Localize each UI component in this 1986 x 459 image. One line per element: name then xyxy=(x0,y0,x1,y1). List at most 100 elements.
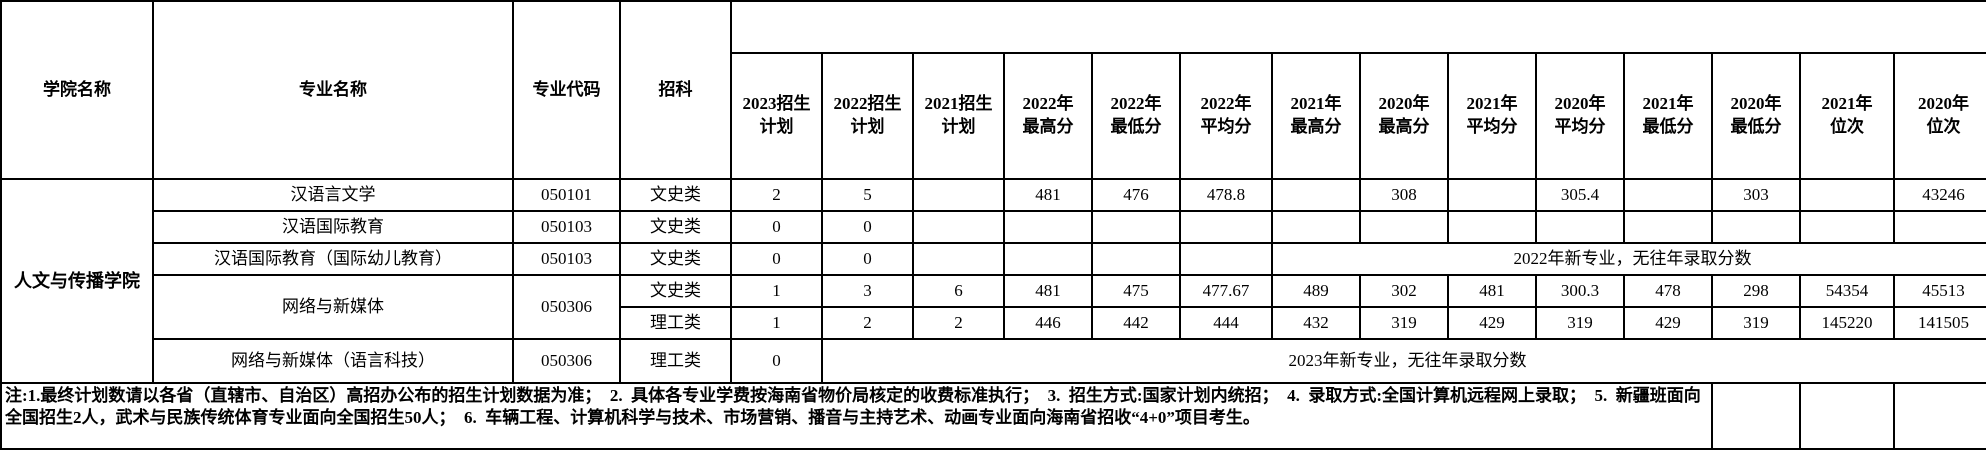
major-code-cell: 050103 xyxy=(512,210,621,244)
table-row: 理工类 1 2 2 446 442 444 432 319 429 319 42… xyxy=(1,306,1986,340)
table-cell: 319 xyxy=(1359,306,1449,340)
table-cell: 429 xyxy=(1623,306,1713,340)
table-row: 网络与新媒体 050306 文史类 1 3 6 481 475 477.67 4… xyxy=(1,274,1986,340)
table-cell: 298 xyxy=(1711,274,1801,308)
table-cell: 0 xyxy=(730,338,823,384)
table-cell: 477.67 xyxy=(1179,274,1273,308)
table-cell xyxy=(1535,210,1625,244)
header-subject-track: 招科 xyxy=(619,0,732,180)
header-spacer-cell xyxy=(729,0,1986,54)
column-header: 2021年 最低分 xyxy=(1623,52,1713,180)
table-cell xyxy=(912,242,1005,276)
table-cell: 145220 xyxy=(1799,306,1895,340)
column-header: 2022年 最高分 xyxy=(1003,52,1093,180)
subject-track-cell: 文史类 xyxy=(619,242,732,276)
table-cell xyxy=(1447,210,1537,244)
column-header: 2020年 最低分 xyxy=(1711,52,1801,180)
table-cell xyxy=(1623,178,1713,212)
new-major-note-cell: 2023年新专业，无往年录取分数 xyxy=(820,338,1986,384)
table-cell xyxy=(1091,242,1181,276)
table-cell xyxy=(912,210,1005,244)
table-cell: 3 xyxy=(821,274,914,308)
column-header: 2023招生 计划 xyxy=(730,52,823,180)
table-cell xyxy=(1447,178,1537,212)
table-cell: 478.8 xyxy=(1179,178,1273,212)
major-code-cell: 050306 xyxy=(512,338,621,384)
subject-track-cell: 理工类 xyxy=(619,338,732,384)
table-cell: 141505 xyxy=(1892,306,1986,340)
subject-track-cell: 文史类 xyxy=(619,210,732,244)
table-cell: 1 xyxy=(730,306,823,340)
table-cell: 1 xyxy=(730,274,823,308)
table-cell: 475 xyxy=(1091,274,1181,308)
table-cell: 481 xyxy=(1003,274,1093,308)
major-name-cell: 汉语言文学 xyxy=(152,178,514,212)
table-cell: 2 xyxy=(730,178,823,212)
table-cell: 0 xyxy=(821,242,914,276)
table-cell xyxy=(1711,382,1801,450)
column-header: 2021招生 计划 xyxy=(912,52,1005,180)
table-cell xyxy=(1623,210,1713,244)
table-cell: 302 xyxy=(1359,274,1449,308)
table-cell: 308 xyxy=(1359,178,1449,212)
column-header: 2022招生 计划 xyxy=(821,52,914,180)
header-college-name: 学院名称 xyxy=(0,0,154,180)
table-cell: 305.4 xyxy=(1535,178,1625,212)
table-cell xyxy=(1003,242,1093,276)
table-cell xyxy=(1271,178,1361,212)
header-major-name: 专业名称 xyxy=(152,0,514,180)
column-header: 2022年 平均分 xyxy=(1179,52,1273,180)
table-cell: 43246 xyxy=(1892,178,1986,212)
table-row: 汉语国际教育 050103 文史类 0 0 xyxy=(1,210,1986,244)
header-major-code: 专业代码 xyxy=(512,0,621,180)
new-major-note-cell: 2022年新专业，无往年录取分数 xyxy=(1270,242,1986,276)
table-cell: 444 xyxy=(1179,306,1273,340)
table-cell xyxy=(1892,382,1986,450)
table-cell: 446 xyxy=(1003,306,1093,340)
table-cell xyxy=(1091,210,1181,244)
major-code-cell: 050101 xyxy=(512,178,621,212)
table-row: 网络与新媒体（语言科技） 050306 理工类 0 2023年新专业，无往年录取… xyxy=(1,338,1986,384)
table-cell: 0 xyxy=(730,210,823,244)
table-cell: 2 xyxy=(821,306,914,340)
table-cell: 478 xyxy=(1623,274,1713,308)
column-header: 2021年 最高分 xyxy=(1271,52,1361,180)
table-cell: 300.3 xyxy=(1535,274,1625,308)
table-cell: 442 xyxy=(1091,306,1181,340)
college-name-cell: 人文与传播学院 xyxy=(0,178,154,384)
table-cell: 432 xyxy=(1271,306,1361,340)
major-name-cell: 汉语国际教育（国际幼儿教育） xyxy=(152,242,514,276)
table-cell xyxy=(1799,382,1895,450)
table-row: 汉语国际教育（国际幼儿教育） 050103 文史类 0 0 2022年新专业，无… xyxy=(1,242,1986,276)
table-cell: 303 xyxy=(1711,178,1801,212)
table-cell: 481 xyxy=(1447,274,1537,308)
table-cell: 319 xyxy=(1711,306,1801,340)
major-name-cell: 网络与新媒体（语言科技） xyxy=(152,338,514,384)
table-cell xyxy=(1799,178,1895,212)
table-cell xyxy=(912,178,1005,212)
footnotes-cell: 注:1.最终计划数请以各省（直辖市、自治区）高招办公布的招生计划数据为准； 2.… xyxy=(0,382,1713,450)
major-code-cell: 050103 xyxy=(512,242,621,276)
subject-track-cell: 理工类 xyxy=(619,306,732,340)
column-header: 2020年 位次 xyxy=(1892,52,1986,180)
table-cell: 5 xyxy=(821,178,914,212)
table-cell xyxy=(1003,210,1093,244)
table-cell: 429 xyxy=(1447,306,1537,340)
column-header: 2020年 平均分 xyxy=(1535,52,1625,180)
table-cell: 45513 xyxy=(1892,274,1986,308)
table-cell: 476 xyxy=(1091,178,1181,212)
table-cell: 6 xyxy=(912,274,1005,308)
table-cell xyxy=(1892,210,1986,244)
major-name-cell: 汉语国际教育 xyxy=(152,210,514,244)
table-cell xyxy=(1179,210,1273,244)
column-header: 2021年 位次 xyxy=(1799,52,1895,180)
table-row: 人文与传播学院 汉语言文学 050101 文史类 2 5 481 476 478… xyxy=(0,178,1986,384)
subject-track-cell: 文史类 xyxy=(619,274,732,308)
table-cell: 489 xyxy=(1271,274,1361,308)
table-cell xyxy=(1359,210,1449,244)
table-cell xyxy=(1799,210,1895,244)
major-name-cell: 网络与新媒体 xyxy=(152,274,514,340)
table-cell: 2 xyxy=(912,306,1005,340)
